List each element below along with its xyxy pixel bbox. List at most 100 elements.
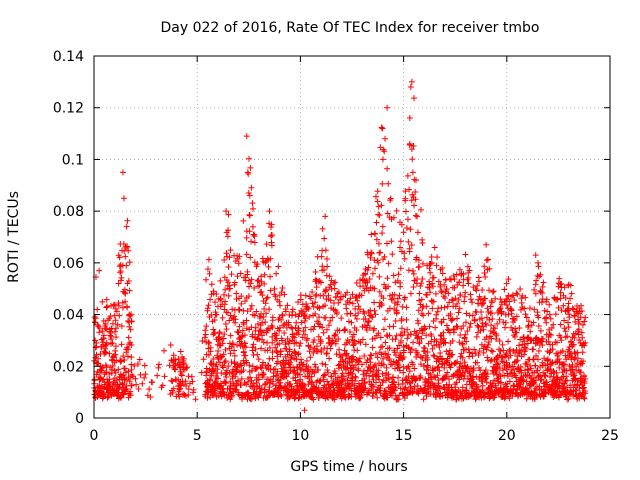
data-point [538,299,545,306]
data-point [407,226,414,233]
data-point [231,359,238,366]
data-point [484,344,491,351]
data-point [375,373,382,380]
data-point [289,331,296,338]
data-point [364,251,371,258]
data-point [446,347,453,354]
data-point [262,319,269,326]
data-point [386,305,393,312]
data-point [505,311,512,318]
data-point [371,307,378,314]
data-point [112,317,119,324]
data-point [460,323,467,330]
data-point [574,355,581,362]
data-point [118,341,125,348]
data-point [419,239,426,246]
data-point [180,381,187,388]
data-point [511,333,518,340]
data-point [404,326,411,333]
data-point [126,341,133,348]
data-point [367,365,374,372]
data-point [451,284,458,291]
data-point [372,193,379,200]
data-point [297,365,304,372]
data-point [403,304,410,311]
data-point [305,364,312,371]
data-point [304,335,311,342]
data-point [416,290,423,297]
data-point [222,286,229,293]
data-point [160,347,167,354]
data-point [399,303,406,310]
data-point [441,364,448,371]
data-point [244,308,251,315]
data-point [582,314,589,321]
data-point [277,302,284,309]
data-point [322,389,329,396]
data-point [212,299,219,306]
data-point [126,287,133,294]
data-point [506,298,513,305]
data-point [104,394,111,401]
data-point [326,335,333,342]
data-point [128,354,135,361]
data-point [441,304,448,311]
data-point [394,295,401,302]
data-point [269,339,276,346]
data-point [108,366,115,373]
data-point [250,341,257,348]
data-point [535,347,542,354]
x-tick-label: 15 [395,428,413,444]
data-point [278,316,285,323]
data-point [506,378,513,385]
data-point [549,346,556,353]
data-point [156,361,163,368]
data-point [382,339,389,346]
data-point [451,327,458,334]
data-point [227,332,234,339]
data-point [367,359,374,366]
data-point [448,361,455,368]
data-point [231,313,238,320]
data-point [442,294,449,301]
data-point [453,315,460,322]
data-point [118,323,125,330]
data-point [128,361,135,368]
data-point [557,289,564,296]
data-point [180,366,187,373]
data-point [204,305,211,312]
data-point [402,195,409,202]
data-point [315,333,322,340]
data-point [370,383,377,390]
data-point [581,395,588,402]
data-point [311,369,318,376]
data-point [527,336,534,343]
data-point [496,365,503,372]
data-point [301,407,308,414]
data-point [226,285,233,292]
data-point [347,310,354,317]
data-point [142,371,149,378]
data-point [287,359,294,366]
data-point [553,359,560,366]
data-point [221,359,228,366]
data-point [102,345,109,352]
data-point [234,342,241,349]
data-point [392,336,399,343]
data-point [172,376,179,383]
data-point [524,366,531,373]
data-point [344,289,351,296]
data-point [353,315,360,322]
data-point [283,345,290,352]
data-point [103,296,110,303]
data-point [100,335,107,342]
data-point [465,274,472,281]
data-point [474,282,481,289]
data-point [224,233,231,240]
data-point [247,164,254,171]
data-point [218,382,225,389]
data-point [239,327,246,334]
data-point [343,350,350,357]
data-point [482,320,489,327]
data-point [417,282,424,289]
